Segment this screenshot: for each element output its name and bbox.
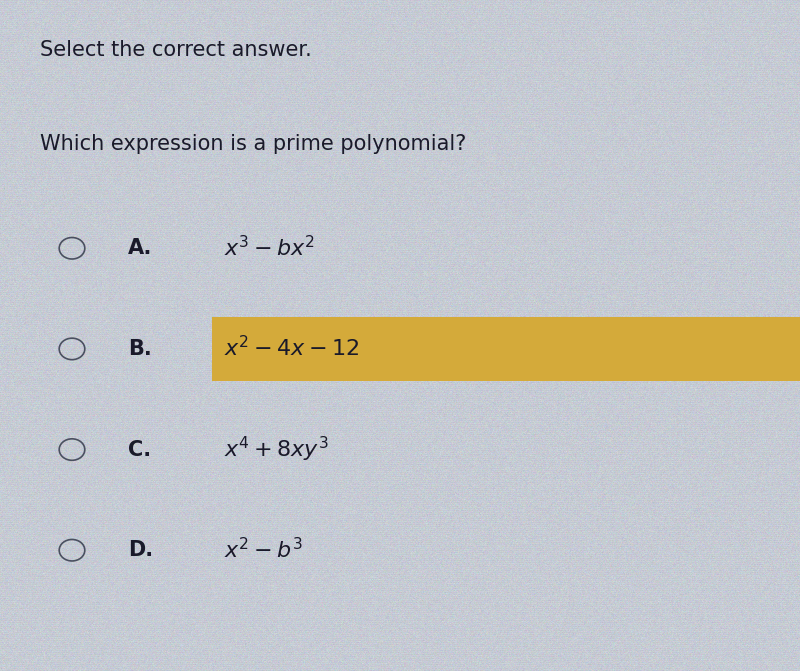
FancyBboxPatch shape xyxy=(212,317,800,381)
Text: A.: A. xyxy=(128,238,152,258)
Text: $x^2 - 4x - 12$: $x^2 - 4x - 12$ xyxy=(224,336,359,362)
Text: C.: C. xyxy=(128,440,151,460)
Text: Select the correct answer.: Select the correct answer. xyxy=(40,40,312,60)
Text: Which expression is a prime polynomial?: Which expression is a prime polynomial? xyxy=(40,134,466,154)
Text: $x^4 + 8xy^3$: $x^4 + 8xy^3$ xyxy=(224,435,329,464)
Text: B.: B. xyxy=(128,339,152,359)
Text: $x^3 - bx^2$: $x^3 - bx^2$ xyxy=(224,236,315,261)
Text: $x^2 - b^3$: $x^2 - b^3$ xyxy=(224,537,302,563)
Text: D.: D. xyxy=(128,540,153,560)
